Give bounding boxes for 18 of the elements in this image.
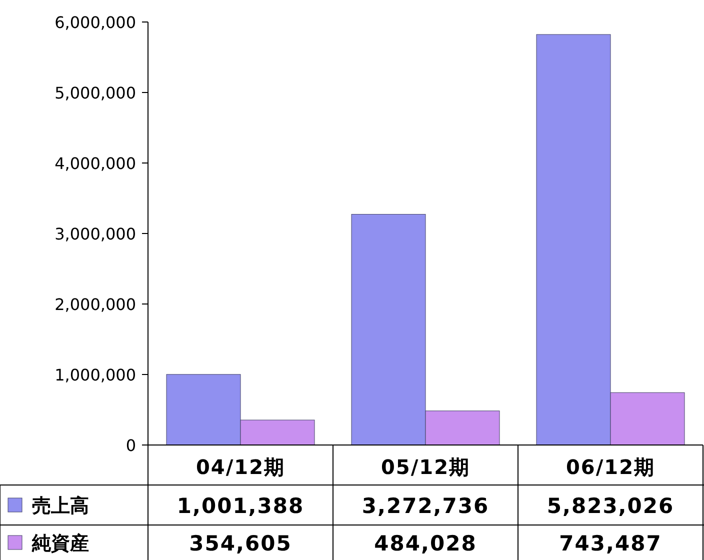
data-label: 743,487 xyxy=(559,532,662,556)
y-tick-label: 0 xyxy=(126,436,136,455)
y-tick-label: 6,000,000 xyxy=(54,13,136,32)
y-tick-label: 2,000,000 xyxy=(54,295,136,314)
data-label: 3,272,736 xyxy=(362,494,490,518)
data-label: 5,823,026 xyxy=(546,494,674,518)
data-label: 1,001,388 xyxy=(176,494,304,518)
x-tick-label: 06/12期 xyxy=(566,455,655,479)
data-label: 354,605 xyxy=(189,532,292,556)
x-tick-label: 05/12期 xyxy=(381,455,470,479)
legend-label: 純資産 xyxy=(31,532,89,554)
legend-label: 売上高 xyxy=(32,495,89,517)
y-tick-label: 4,000,000 xyxy=(54,154,136,173)
data-label: 484,028 xyxy=(374,532,477,556)
y-tick-label: 1,000,000 xyxy=(54,366,136,384)
y-tick-label: 3,000,000 xyxy=(54,224,136,244)
x-tick-label: 04/12期 xyxy=(196,455,285,479)
y-tick-label: 5,000,000 xyxy=(54,84,136,102)
